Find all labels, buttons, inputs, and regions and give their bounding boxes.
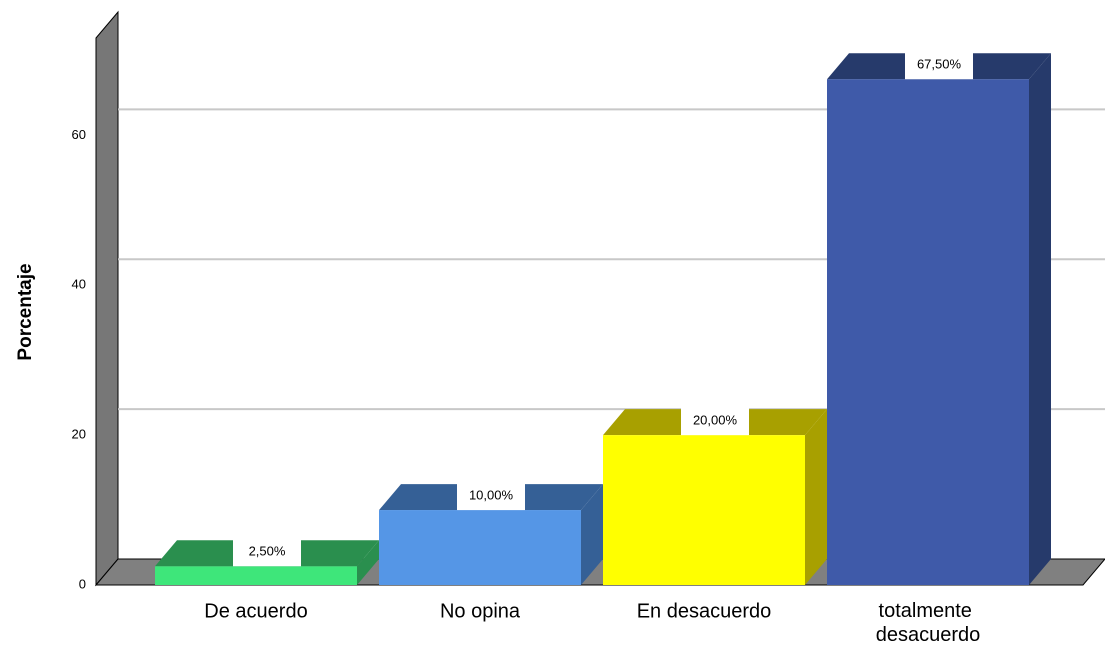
bar xyxy=(155,566,357,585)
value-label-box xyxy=(681,407,749,436)
bar xyxy=(379,510,581,585)
y-axis-label: Porcentaje xyxy=(15,263,36,360)
value-label: 2,50% xyxy=(249,544,286,559)
value-label-box xyxy=(905,51,973,80)
y-tick-label: 0 xyxy=(79,576,86,591)
value-label: 20,00% xyxy=(693,413,738,428)
x-tick-label: De acuerdo xyxy=(204,600,307,622)
bar-side xyxy=(1029,53,1051,585)
bar xyxy=(827,79,1029,585)
x-tick-label: No opina xyxy=(440,600,521,622)
value-label: 67,50% xyxy=(917,57,962,72)
x-tick-label: En desacuerdo xyxy=(637,600,772,622)
bar-side xyxy=(357,540,379,585)
value-label: 10,00% xyxy=(469,488,514,503)
x-tick-label: totalmente desacuerdo xyxy=(876,600,981,646)
left-wall xyxy=(95,10,119,587)
value-label-box xyxy=(233,538,301,567)
bar xyxy=(603,435,805,585)
y-tick-label: 60 xyxy=(72,127,86,142)
bar-side xyxy=(805,409,827,585)
bar-side xyxy=(581,484,603,585)
y-tick-label: 20 xyxy=(72,427,86,442)
value-label-box xyxy=(457,482,525,511)
y-tick-label: 40 xyxy=(72,277,86,292)
